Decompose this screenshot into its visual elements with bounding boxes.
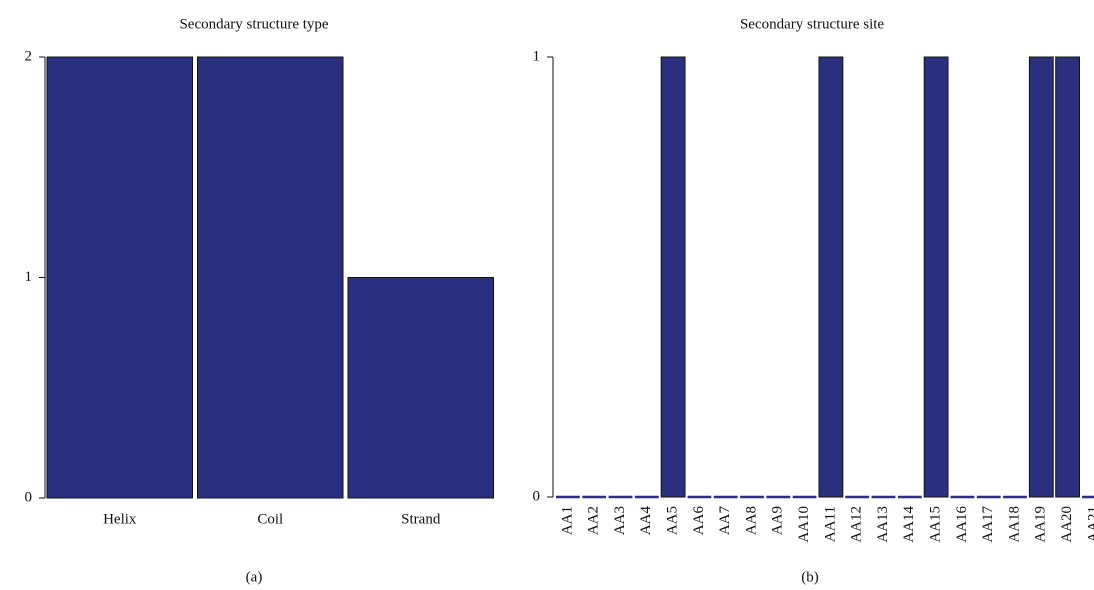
x-tick-label: AA18	[1006, 506, 1022, 543]
x-tick-label: AA7	[717, 506, 733, 536]
x-tick-label: AA15	[928, 506, 944, 543]
chart-title: Secondary structure site	[740, 16, 884, 32]
y-tick-label: 0	[533, 488, 541, 504]
bar	[1055, 56, 1080, 498]
x-tick-label: AA14	[901, 506, 917, 543]
x-tick-label: Helix	[103, 511, 137, 527]
x-tick-label: AA10	[796, 506, 812, 543]
x-tick-label: AA6	[691, 506, 707, 536]
y-tick-label: 1	[533, 48, 541, 64]
chart-title: Secondary structure type	[179, 16, 328, 32]
x-tick-label: AA19	[1033, 506, 1049, 543]
x-tick-label: AA4	[638, 506, 654, 536]
x-tick-label: AA2	[586, 506, 602, 535]
y-tick-label: 1	[25, 269, 33, 285]
x-tick-label: AA16	[954, 506, 970, 543]
bar	[46, 56, 193, 499]
bar	[347, 277, 494, 499]
x-tick-label: Coil	[257, 511, 283, 527]
y-tick-label: 0	[25, 489, 33, 505]
bar	[197, 56, 344, 499]
panel-caption: (b)	[801, 569, 819, 585]
x-tick-label: AA9	[770, 506, 786, 535]
x-tick-label: AA5	[665, 506, 681, 535]
x-tick-label: AA21	[1085, 506, 1094, 543]
y-tick-label: 2	[25, 48, 33, 64]
x-tick-label: AA20	[1059, 506, 1075, 543]
bar	[660, 56, 686, 498]
bar	[818, 56, 844, 498]
x-tick-label: AA11	[822, 506, 838, 542]
x-tick-label: AA1	[559, 506, 575, 535]
x-tick-label: AA12	[849, 506, 865, 543]
x-tick-label: AA3	[612, 506, 628, 535]
bar	[923, 56, 949, 498]
x-tick-label: Strand	[401, 511, 441, 527]
x-tick-label: AA13	[875, 506, 891, 543]
panel-caption: (a)	[246, 569, 263, 585]
x-tick-label: AA8	[743, 506, 759, 535]
x-tick-label: AA17	[980, 506, 996, 543]
bar	[1028, 56, 1054, 498]
